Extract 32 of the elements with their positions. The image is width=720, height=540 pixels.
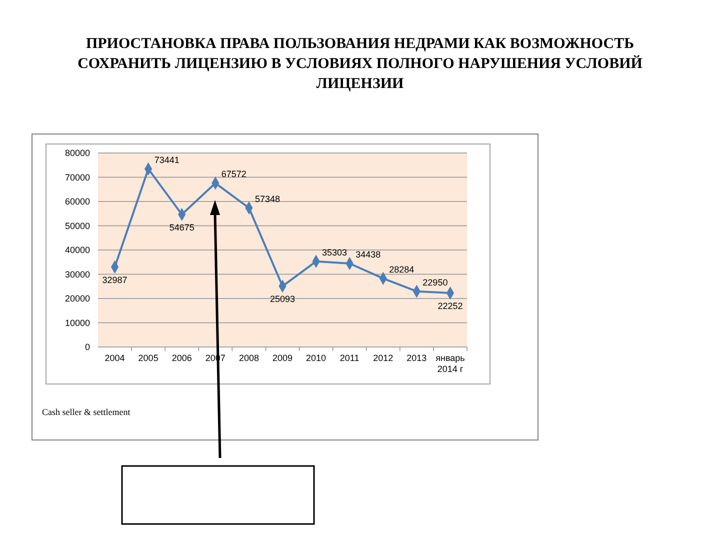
y-tick-label: 60000 <box>64 196 90 207</box>
chart-title: ПРИОСТАНОВКА ПРАВА ПОЛЬЗОВАНИЯ НЕДРАМИ КАК ВОЗМОЖНОСТЬ СОХРАНИТЬ ЛИЦЕНЗИЮ В УСЛОВИЯХ ПОЛНОГО НАРУШЕНИЯ УСЛОВИЙ ЛИЦЕНЗИИ <box>78 36 643 92</box>
x-tick-label: 2010 <box>306 353 326 363</box>
x-tick-label: 2004 <box>104 353 125 363</box>
text: Cash seller & settlement <box>42 407 131 417</box>
y-tick-label: 0 <box>84 342 90 352</box>
x-tick-label: 2012 <box>373 353 394 363</box>
x-tick-label: 2009 <box>272 353 293 363</box>
y-tick-label: 10000 <box>64 318 90 328</box>
y-tick-label: 40000 <box>64 245 90 256</box>
y-tick-label: 80000 <box>64 148 90 158</box>
x-tick-label: 2008 <box>238 353 259 363</box>
y-tick-label: 20000 <box>64 294 90 304</box>
data-label: 25093 <box>270 294 296 304</box>
data-label: 22950 <box>422 277 448 288</box>
data-label: 32987 <box>102 275 128 286</box>
data-label: 28284 <box>389 264 414 274</box>
x-tick-label: 2013 <box>406 353 427 363</box>
x-tick-label: 2011 <box>340 353 360 363</box>
y-tick-label: 30000 <box>64 269 90 280</box>
data-label: 35303 <box>322 247 348 258</box>
x-tick-label: январь 2014 г <box>436 353 466 374</box>
data-label: 22252 <box>438 301 463 312</box>
x-tick-label: 2006 <box>172 353 192 363</box>
y-tick-label: 50000 <box>64 220 90 231</box>
data-label: 67572 <box>221 169 246 180</box>
data-label: 57348 <box>254 194 280 204</box>
data-label: 54675 <box>169 222 194 232</box>
data-label: 34438 <box>356 249 381 260</box>
y-tick-label: 70000 <box>64 172 90 182</box>
data-label: 73441 <box>154 154 180 165</box>
x-tick-label: 2005 <box>138 353 158 363</box>
